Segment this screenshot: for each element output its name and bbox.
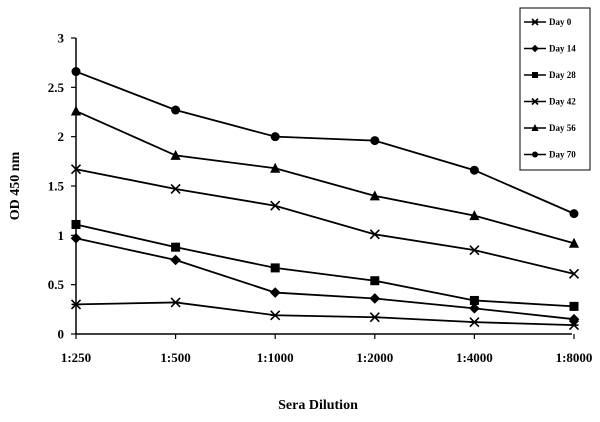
data-point xyxy=(71,67,81,77)
data-point xyxy=(531,124,539,131)
y-tick-label: 1.5 xyxy=(48,179,65,194)
legend-label: Day 42 xyxy=(549,97,576,107)
data-point xyxy=(469,165,479,175)
data-point xyxy=(531,18,539,26)
data-point xyxy=(369,312,380,323)
y-ticks: 0 0.5 1 1.5 2 2.5 3 xyxy=(48,31,76,342)
y-tick-label: 0 xyxy=(58,327,65,342)
legend-item: Day 28 xyxy=(524,70,576,80)
data-point xyxy=(469,245,480,256)
data-point xyxy=(269,287,281,298)
series-line xyxy=(75,110,575,245)
y-tick-label: 1 xyxy=(58,228,65,243)
series-line xyxy=(75,301,575,327)
data-point xyxy=(270,263,280,273)
data-point xyxy=(70,105,82,116)
data-point xyxy=(170,183,181,195)
legend-item: Day 0 xyxy=(524,17,572,27)
y-tick-label: 2 xyxy=(58,129,65,144)
series-day-42 xyxy=(70,164,580,279)
series xyxy=(70,67,580,331)
legend-label: Day 0 xyxy=(549,17,572,27)
series-day-28 xyxy=(71,219,579,311)
data-point xyxy=(170,254,181,266)
data-point xyxy=(369,190,380,201)
data-point xyxy=(469,317,480,328)
data-point xyxy=(370,136,380,146)
data-point xyxy=(71,219,81,229)
data-point xyxy=(532,151,538,158)
data-point xyxy=(469,210,480,221)
data-point xyxy=(270,162,281,173)
data-point xyxy=(568,237,580,248)
legend-item: Day 70 xyxy=(524,150,576,160)
legend-label: Day 56 xyxy=(549,123,576,133)
series-day-14 xyxy=(70,232,580,325)
x-tick-label: 1:1000 xyxy=(257,350,294,365)
legend: Day 0 Day 14 Day 28 Day 42 Day 56 Day 70 xyxy=(519,7,591,171)
legend-item: Day 14 xyxy=(524,44,576,54)
legend-item: Day 42 xyxy=(524,97,576,107)
data-point xyxy=(531,44,539,53)
data-point xyxy=(270,132,280,142)
y-tick-label: 3 xyxy=(58,31,65,46)
series-line xyxy=(75,168,575,275)
data-point xyxy=(569,209,579,219)
series-line xyxy=(75,237,575,321)
data-point xyxy=(170,149,181,160)
x-tick-label: 1:2000 xyxy=(356,350,393,365)
data-point xyxy=(171,242,181,252)
x-tick-label: 1:250 xyxy=(61,350,91,365)
data-point xyxy=(469,295,479,305)
data-point xyxy=(568,268,580,279)
data-point xyxy=(270,200,281,211)
data-point xyxy=(469,303,480,314)
data-point xyxy=(568,313,580,325)
axes xyxy=(75,38,572,335)
data-point xyxy=(369,293,381,304)
data-point xyxy=(569,301,579,311)
legend-label: Day 14 xyxy=(549,44,576,54)
series-day-0 xyxy=(70,297,580,331)
y-tick-label: 0.5 xyxy=(48,277,65,292)
data-point xyxy=(70,164,82,175)
legend-items: Day 0 Day 14 Day 28 Day 42 Day 56 Day 70 xyxy=(524,17,576,160)
data-point xyxy=(532,72,538,78)
data-point xyxy=(369,229,380,240)
data-point xyxy=(171,105,181,115)
x-axis-title: Sera Dilution xyxy=(278,398,358,413)
data-point xyxy=(370,276,380,286)
series-line xyxy=(75,223,575,308)
legend-item: Day 56 xyxy=(524,123,576,133)
y-tick-label: 2.5 xyxy=(48,80,65,95)
data-point xyxy=(70,232,82,244)
data-point xyxy=(170,297,181,308)
data-point xyxy=(531,97,539,106)
x-tick-label: 1:4000 xyxy=(456,350,493,365)
legend-box xyxy=(519,7,591,171)
data-point xyxy=(568,320,580,331)
x-ticks: 1:250 1:500 1:1000 1:2000 1:4000 1:8000 xyxy=(61,334,593,365)
series-day-70 xyxy=(71,67,579,219)
x-tick-label: 1:500 xyxy=(160,350,190,365)
data-point xyxy=(70,299,82,310)
x-tick-label: 1:8000 xyxy=(556,350,593,365)
legend-label: Day 28 xyxy=(549,70,576,80)
series-line xyxy=(75,70,575,215)
data-point xyxy=(270,310,281,321)
legend-label: Day 70 xyxy=(549,150,576,160)
y-axis-title: OD 450 nm xyxy=(8,151,23,220)
series-day-56 xyxy=(70,105,580,248)
